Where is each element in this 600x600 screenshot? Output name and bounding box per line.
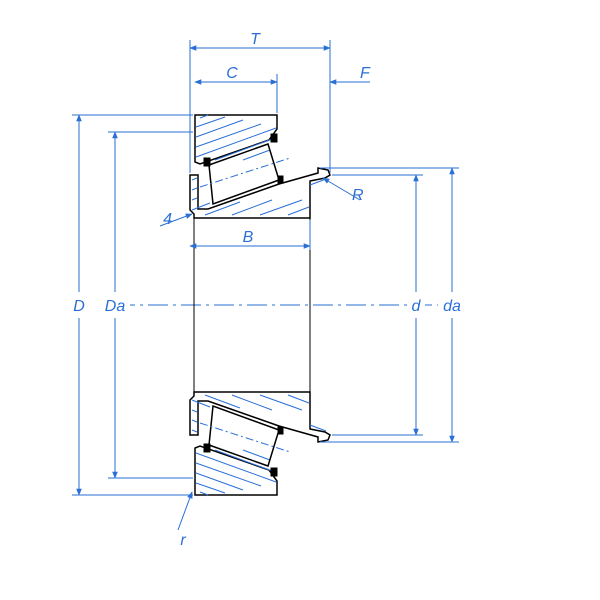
dim-R: R <box>323 178 364 204</box>
label-da: da <box>443 298 461 315</box>
roller-bottom <box>200 406 290 466</box>
dim-r: r <box>178 492 192 549</box>
label-F: F <box>360 65 371 82</box>
label-d: d <box>412 298 422 315</box>
roller-top <box>200 144 290 204</box>
cup-bottom <box>195 446 277 495</box>
cone-bottom <box>190 392 330 442</box>
label-B: B <box>243 229 254 246</box>
dim-d: d <box>332 175 425 435</box>
dim-F: F <box>330 65 371 82</box>
cup-top <box>195 115 277 164</box>
dim-C: C <box>195 65 277 113</box>
dim-B: B <box>190 220 310 250</box>
label-four: 4 <box>163 211 172 228</box>
label-T: T <box>250 31 261 48</box>
label-Da: Da <box>105 298 126 315</box>
label-r: r <box>180 532 186 549</box>
label-C: C <box>226 65 238 82</box>
label-R: R <box>352 187 364 204</box>
dim-four: 4 <box>160 211 192 228</box>
label-D: D <box>73 298 85 315</box>
cone-top <box>190 168 330 218</box>
dim-Da: Da <box>100 132 193 478</box>
